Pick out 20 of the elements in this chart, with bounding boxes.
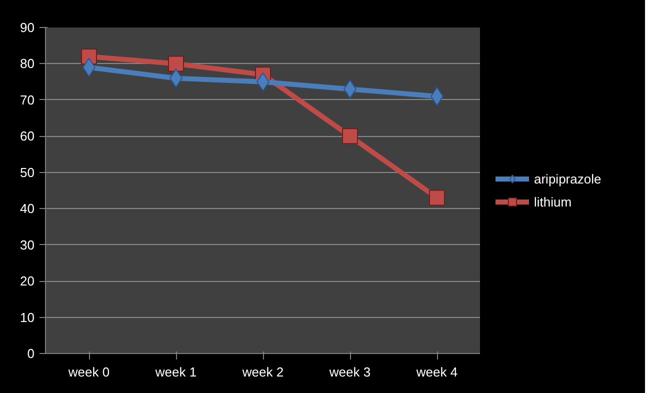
legend-label: aripiprazole xyxy=(534,171,602,186)
y-tick-label: 90 xyxy=(20,20,35,35)
y-tick-label: 40 xyxy=(20,201,35,216)
y-tick-label: 0 xyxy=(27,346,35,361)
x-tick-label: week 2 xyxy=(241,364,284,380)
point xyxy=(168,56,184,72)
point xyxy=(429,190,445,206)
y-tick-label: 60 xyxy=(20,128,35,144)
y-tick-label: 50 xyxy=(20,164,35,180)
y-tick-label: 80 xyxy=(20,56,35,72)
y-tick-label: 10 xyxy=(20,310,35,325)
x-tick-label: week 0 xyxy=(67,364,110,380)
legend-label: lithium xyxy=(534,194,572,209)
point xyxy=(342,128,358,144)
y-tick-label: 70 xyxy=(20,92,35,108)
x-tick-label: week 3 xyxy=(328,364,371,380)
x-tick-label: week 4 xyxy=(415,364,458,380)
y-tick-label: 30 xyxy=(20,237,35,252)
y-tick-label: 20 xyxy=(20,274,35,289)
x-tick-label: week 1 xyxy=(154,364,197,380)
